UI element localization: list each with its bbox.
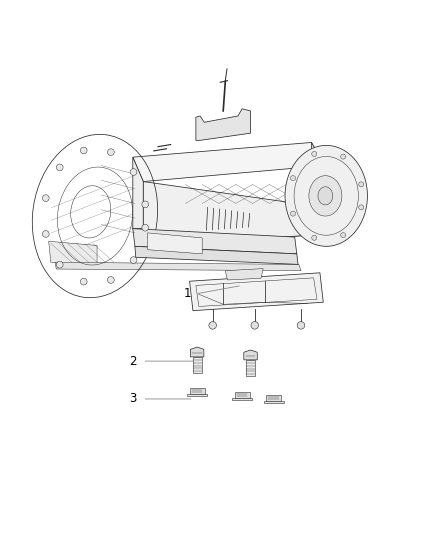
Circle shape: [80, 278, 87, 285]
Circle shape: [130, 257, 137, 263]
Ellipse shape: [318, 187, 333, 205]
Circle shape: [209, 321, 216, 329]
Polygon shape: [191, 347, 204, 357]
Text: 3: 3: [130, 392, 137, 406]
Polygon shape: [55, 262, 301, 271]
Text: 2: 2: [130, 354, 137, 368]
Circle shape: [142, 224, 148, 231]
Circle shape: [130, 168, 137, 175]
Polygon shape: [196, 109, 251, 140]
Polygon shape: [235, 392, 250, 398]
Circle shape: [341, 232, 346, 238]
Polygon shape: [311, 142, 324, 227]
Circle shape: [80, 147, 87, 154]
Circle shape: [42, 231, 49, 237]
Circle shape: [42, 195, 49, 201]
Polygon shape: [148, 233, 202, 254]
Polygon shape: [244, 350, 257, 360]
Circle shape: [107, 149, 114, 156]
Polygon shape: [143, 182, 311, 247]
Polygon shape: [225, 269, 263, 280]
Circle shape: [359, 205, 364, 210]
Circle shape: [297, 321, 305, 329]
Polygon shape: [193, 357, 202, 373]
Polygon shape: [190, 388, 205, 394]
Polygon shape: [133, 142, 324, 182]
Polygon shape: [133, 227, 324, 247]
Text: 1: 1: [184, 287, 192, 300]
Circle shape: [142, 201, 148, 208]
Polygon shape: [133, 229, 297, 254]
Polygon shape: [49, 241, 97, 266]
Circle shape: [107, 277, 114, 283]
Polygon shape: [133, 157, 143, 247]
Polygon shape: [232, 398, 252, 400]
Circle shape: [57, 164, 63, 171]
Circle shape: [251, 321, 258, 329]
Circle shape: [312, 151, 317, 157]
Polygon shape: [187, 394, 207, 396]
Circle shape: [57, 261, 63, 268]
Polygon shape: [264, 401, 284, 403]
Circle shape: [290, 175, 296, 181]
Circle shape: [290, 211, 296, 216]
Polygon shape: [190, 273, 323, 311]
Polygon shape: [135, 246, 298, 264]
Ellipse shape: [285, 146, 367, 246]
Ellipse shape: [309, 176, 342, 216]
Circle shape: [359, 182, 364, 187]
Polygon shape: [246, 360, 255, 376]
Polygon shape: [266, 395, 281, 401]
Circle shape: [341, 154, 346, 159]
Circle shape: [312, 235, 317, 240]
